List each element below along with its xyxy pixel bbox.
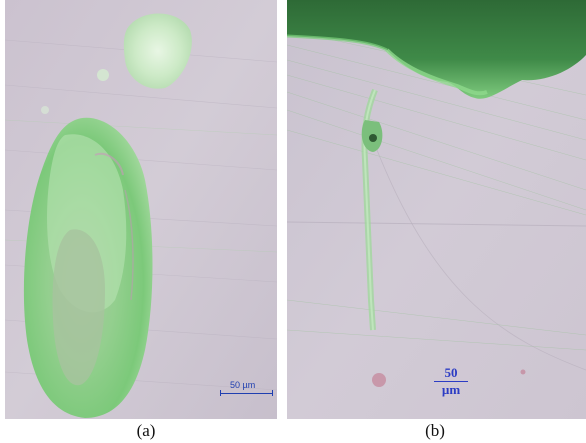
panel-caption-a: (a): [136, 421, 156, 440]
panel-caption-b: (b): [425, 421, 445, 440]
micrograph-image-a: [5, 0, 277, 419]
scale-bar-tick: [272, 390, 273, 396]
scale-bar-line-b: [434, 381, 468, 382]
scale-bar-unit-b: µm: [441, 382, 461, 397]
micrograph-image-b: [287, 0, 586, 419]
scale-bar-tick: [220, 390, 221, 396]
scale-bar-value-b: 50: [444, 365, 458, 380]
micrograph-panel-b: [287, 0, 586, 419]
scale-bar-b: 50 µm: [433, 366, 469, 397]
micrograph-panel-a: 50 µm: [5, 0, 277, 419]
scale-bar-label-a: 50 µm: [230, 380, 256, 390]
scale-bar-a: [220, 393, 273, 394]
